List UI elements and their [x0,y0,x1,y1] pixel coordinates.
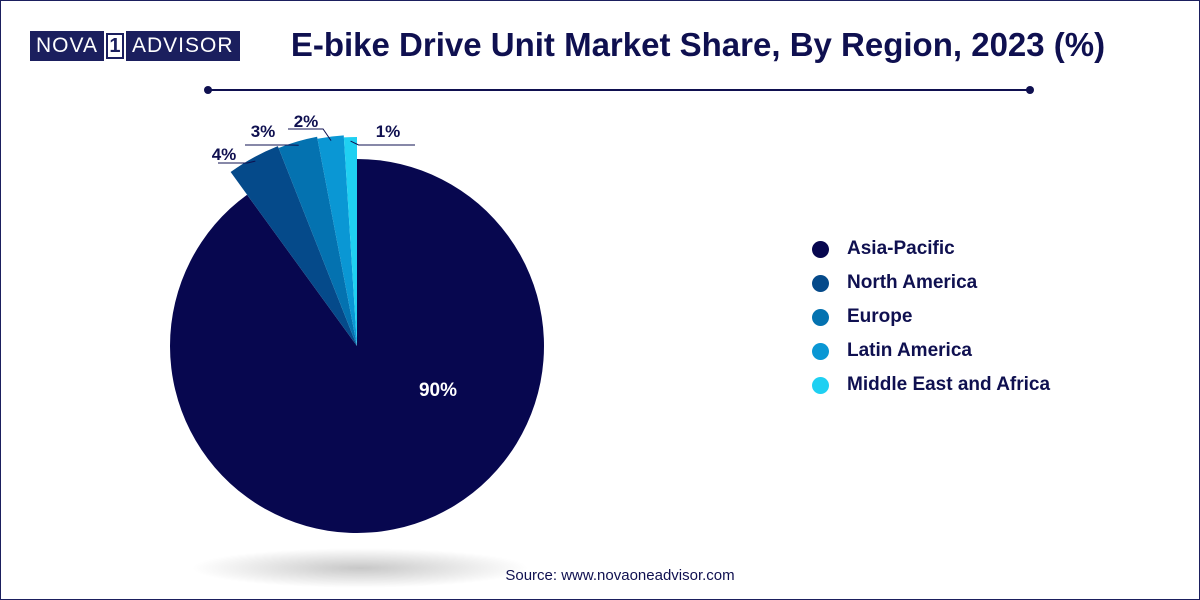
legend-item-north-america: North America [812,266,1050,300]
leader-line-middle-east-and-africa [350,140,415,146]
legend-label: Asia-Pacific [847,238,955,259]
logo-text-one: 1 [105,33,124,59]
legend-item-latin-america: Latin America [812,334,1050,368]
pie-shadow [190,548,530,588]
legend-item-asia-pacific: Asia-Pacific [812,232,1050,266]
logo-text-advisor: ADVISOR [125,31,240,61]
legend-label: North America [847,272,978,293]
legend-swatch [812,274,829,292]
divider-dot-left [204,86,212,94]
data-label-europe: 3% [251,122,276,141]
pie-slice-europe [278,136,357,346]
legend-item-europe: Europe [812,300,1050,334]
legend-item-middle-east-and-africa: Middle East and Africa [812,368,1050,402]
data-label-middle-east-and-africa: 1% [376,122,401,141]
pie-slice-north-america [230,146,357,346]
leader-line-latin-america [288,128,332,141]
legend-label: Latin America [847,340,972,361]
title-divider [204,86,1034,94]
legend-swatch [812,376,829,394]
divider-dot-right [1026,86,1034,94]
chart-title: E-bike Drive Unit Market Share, By Regio… [290,26,1106,63]
legend-swatch [812,308,829,326]
pie-slice-middle-east-and-africa [343,137,357,346]
legend-label: Middle East and Africa [847,374,1051,395]
legend-label: Europe [847,306,913,327]
data-label-latin-america: 2% [294,112,319,131]
logo-text-nova: NOVA [30,31,104,61]
logo: NOVA 1 ADVISOR [30,31,240,61]
data-label-north-america: 4% [212,145,237,164]
pie-slice-latin-america [317,135,357,346]
legend: Asia-Pacific North America Europe Latin Ame… [812,232,1050,402]
source-note: Source: www.novaoneadvisor.com [505,567,735,584]
legend-swatch [812,240,829,258]
data-label-asia-pacific: 90% [419,380,457,401]
leader-line-north-america [218,160,256,164]
legend-swatch [812,342,829,360]
